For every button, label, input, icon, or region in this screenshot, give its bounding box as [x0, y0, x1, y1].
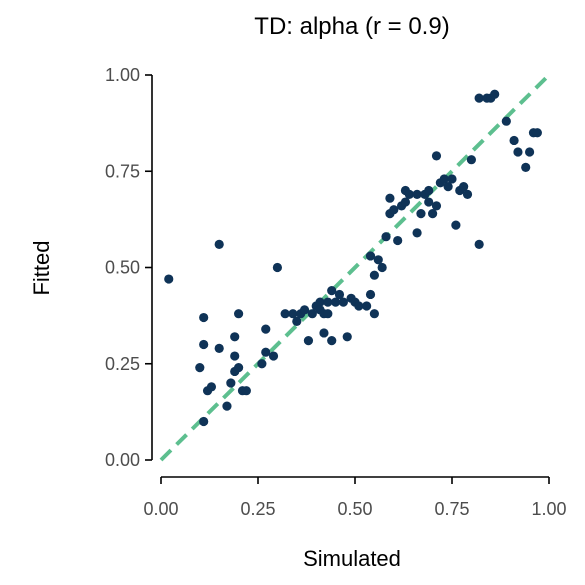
data-point: [319, 328, 329, 338]
data-point: [404, 189, 414, 199]
data-point: [342, 332, 352, 342]
data-point: [323, 297, 333, 307]
data-point: [412, 228, 422, 238]
data-point: [362, 301, 372, 311]
data-point: [439, 174, 449, 184]
data-point: [331, 297, 341, 307]
y-tick-label: 0.00: [105, 450, 140, 470]
data-point: [428, 209, 438, 219]
data-point: [199, 339, 209, 350]
data-point: [451, 220, 461, 230]
data-point: [307, 309, 317, 319]
x-tick-label: 0.00: [143, 499, 178, 519]
data-point: [431, 201, 442, 211]
data-point: [424, 197, 434, 207]
x-tick-label: 0.25: [240, 499, 275, 519]
data-point: [443, 182, 453, 192]
y-tick-label: 0.75: [105, 161, 140, 181]
data-point: [521, 162, 531, 172]
data-point: [230, 351, 240, 361]
data-point: [490, 89, 500, 99]
data-point: [261, 347, 271, 357]
data-point: [513, 147, 523, 157]
data-point: [354, 301, 364, 311]
y-axis-label: Fitted: [29, 240, 54, 295]
data-point: [474, 239, 484, 249]
data-point: [424, 185, 434, 196]
data-point: [369, 270, 379, 280]
data-point: [234, 363, 244, 373]
data-point: [431, 151, 442, 161]
data-point: [214, 343, 224, 353]
chart-title: TD: alpha (r = 0.9): [254, 13, 449, 40]
data-point: [199, 416, 209, 427]
data-point: [261, 324, 271, 334]
data-point: [303, 336, 314, 346]
x-axis-label: Simulated: [303, 546, 401, 571]
data-point: [323, 309, 333, 319]
data-point: [327, 336, 337, 346]
data-point: [292, 316, 302, 326]
data-point: [315, 297, 325, 307]
data-point: [214, 239, 224, 249]
x-tick-label: 1.00: [531, 499, 566, 519]
data-point: [365, 251, 376, 261]
y-tick-label: 0.25: [105, 354, 140, 374]
y-tick-label: 0.50: [105, 258, 140, 278]
data-point: [381, 232, 391, 242]
data-point: [299, 305, 310, 315]
data-point: [459, 182, 469, 192]
data-point: [226, 378, 236, 388]
data-point: [393, 235, 403, 246]
data-point: [501, 116, 511, 126]
data-point: [234, 309, 244, 319]
data-point: [389, 205, 399, 215]
data-point: [377, 262, 387, 273]
data-point: [373, 255, 383, 265]
data-point: [400, 197, 411, 207]
data-point: [532, 128, 542, 138]
data-point: [230, 332, 240, 342]
data-point: [222, 401, 232, 411]
data-point: [268, 351, 279, 361]
data-point: [338, 297, 348, 307]
y-tick-label: 1.00: [105, 65, 140, 85]
data-point: [385, 193, 395, 203]
data-point: [206, 382, 217, 392]
data-point: [509, 135, 519, 146]
data-point: [525, 147, 535, 157]
data-point: [195, 363, 205, 373]
data-point: [462, 189, 473, 199]
data-point: [334, 289, 345, 300]
identity-reference-line: [159, 73, 551, 462]
data-point: [466, 155, 476, 165]
x-tick-label: 0.50: [337, 499, 372, 519]
data-point: [164, 274, 174, 284]
data-point: [416, 209, 426, 219]
data-point: [369, 309, 379, 319]
data-point: [365, 289, 376, 300]
data-point: [199, 312, 209, 323]
plot-area: 0.00 0.25 0.50 0.75 1.00 0.00 0.25 0.50 0.75 1.00: [105, 65, 567, 519]
data-point: [241, 386, 251, 396]
data-point: [327, 286, 337, 296]
data-point: [257, 359, 267, 369]
data-point: [288, 309, 298, 319]
x-tick-label: 0.75: [434, 499, 469, 519]
data-point: [280, 309, 290, 319]
data-point: [474, 93, 484, 103]
data-point: [272, 262, 282, 273]
data-point: [447, 174, 457, 184]
data-point: [412, 189, 422, 199]
